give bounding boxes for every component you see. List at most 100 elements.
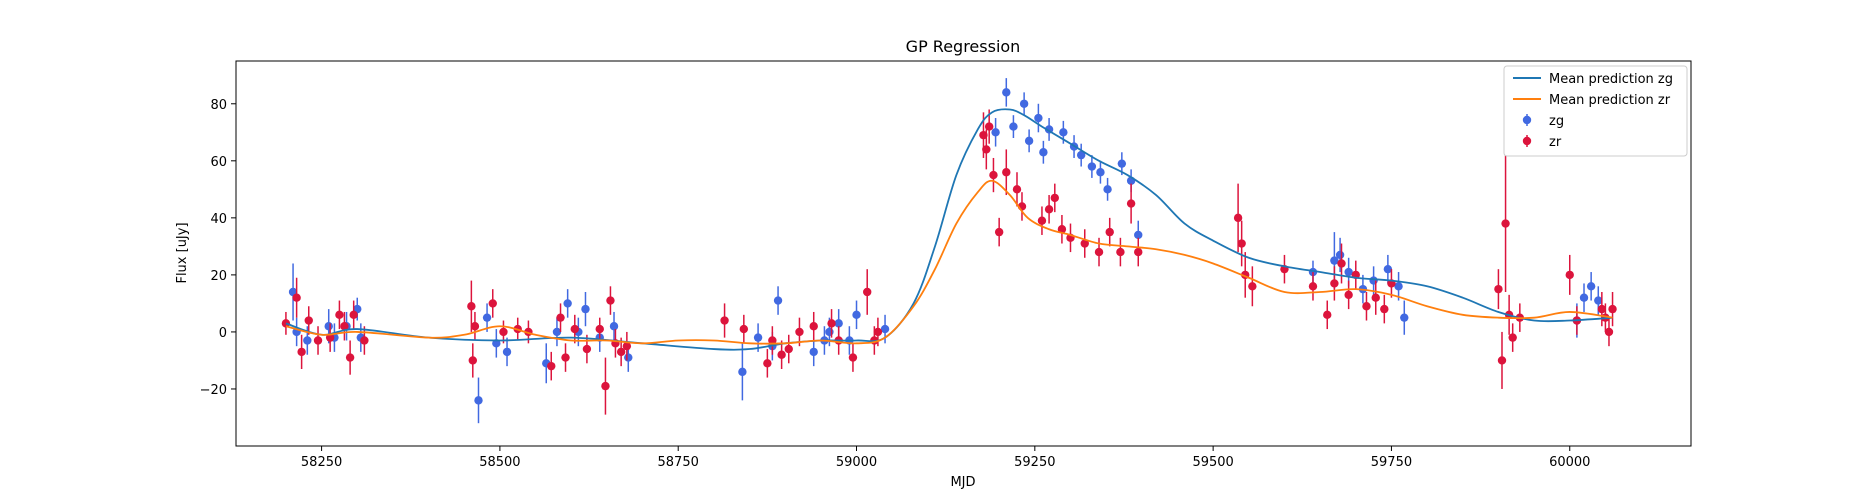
data-point-zg: [991, 128, 1000, 137]
data-point-zr: [1497, 356, 1507, 365]
data-point-zr: [467, 302, 476, 311]
data-point-zr: [1037, 216, 1047, 225]
data-point-zr: [1105, 227, 1114, 237]
data-point-zr: [1323, 310, 1332, 320]
data-point-zr: [1337, 259, 1346, 268]
data-point-zr: [606, 296, 615, 305]
data-point-zg: [834, 319, 843, 328]
data-point-zg: [474, 396, 483, 405]
data-point-zr: [979, 130, 988, 140]
line-mean-prediction-zg: [285, 108, 1613, 351]
data-point-zr: [777, 350, 786, 359]
data-point-zr: [1308, 282, 1318, 291]
data-point-zg: [1059, 128, 1068, 137]
data-point-zr: [1501, 219, 1510, 228]
legend-item-mean-prediction-zg: Mean prediction zg: [1513, 72, 1673, 87]
data-point-zr: [1116, 247, 1125, 257]
data-point-zg: [1019, 99, 1029, 108]
data-point-zg: [825, 327, 834, 337]
data-point-zr: [1044, 205, 1054, 214]
data-point-zr: [556, 313, 565, 322]
legend-item-zr: zr: [1522, 135, 1562, 150]
data-point-zr: [340, 322, 349, 331]
data-point-zr: [561, 353, 570, 362]
data-point-zr: [601, 381, 610, 391]
data-point-zr: [1371, 293, 1380, 302]
data-point-zg: [1024, 136, 1034, 146]
data-point-zr: [349, 310, 358, 320]
data-point-zg: [624, 353, 633, 362]
data-point-zr: [1050, 193, 1059, 203]
data-point-zg: [753, 333, 763, 342]
legend-label-mean-prediction-zg: Mean prediction zg: [1549, 72, 1673, 87]
data-point-zr: [989, 170, 998, 180]
data-point-zr: [1134, 247, 1143, 257]
data-point-zg: [502, 347, 512, 357]
data-point-zr: [470, 322, 480, 331]
data-point-zr: [1330, 279, 1339, 288]
legend-label-zr: zr: [1549, 135, 1562, 150]
data-point-zr: [1094, 247, 1104, 257]
data-point-zr: [297, 347, 306, 357]
data-point-zg: [1087, 162, 1097, 171]
data-point-zg: [1117, 159, 1127, 168]
data-point-zr: [360, 336, 369, 345]
y-tick-label: 80: [210, 98, 227, 113]
data-point-zg: [1335, 250, 1345, 260]
plot-area: [281, 78, 1617, 424]
line-mean-prediction-zr: [285, 179, 1613, 345]
data-point-zg: [1103, 185, 1112, 194]
data-point-zg: [1134, 230, 1143, 240]
data-point-zg: [563, 299, 572, 308]
legend-marker-zg: [1522, 115, 1532, 125]
data-point-zr: [984, 122, 994, 131]
data-point-zg: [1002, 88, 1011, 97]
y-tick-label: −20: [200, 383, 227, 398]
y-tick-label: 40: [210, 212, 227, 227]
data-point-zr: [1248, 282, 1257, 291]
x-tick-label: 59000: [836, 455, 877, 470]
data-point-zr: [982, 145, 991, 154]
legend-box: [1503, 65, 1688, 157]
data-point-zr: [863, 287, 872, 297]
data-point-zr: [281, 319, 291, 328]
x-axis: 58250 58500 58750 59000 59250 59500 59750 60000: [301, 446, 1590, 470]
data-point-zg: [1383, 264, 1393, 274]
legend: Mean prediction zg Mean prediction zr zg zr: [1503, 65, 1688, 157]
data-point-zr: [795, 327, 804, 337]
x-tick-label: 60000: [1549, 455, 1590, 470]
data-point-zr: [1565, 270, 1574, 280]
y-tick-label: 0: [219, 326, 227, 341]
legend-item-zg: zg: [1522, 114, 1564, 129]
data-point-zg: [609, 322, 619, 331]
data-point-zg: [1586, 282, 1596, 291]
data-point-zr: [570, 324, 579, 334]
data-point-zg: [482, 313, 492, 322]
data-point-zg: [1009, 122, 1018, 131]
data-point-zr: [1344, 290, 1353, 300]
data-point-zr: [292, 293, 301, 302]
series-zg: [288, 78, 1603, 424]
chart-title: GP Regression: [906, 37, 1021, 56]
data-point-zr: [784, 344, 793, 354]
data-point-zr: [313, 336, 323, 345]
x-tick-label: 59500: [1192, 455, 1233, 470]
data-point-zg: [1344, 267, 1353, 277]
data-point-zr: [488, 299, 497, 308]
data-point-zg: [303, 336, 312, 345]
data-point-zg: [809, 347, 818, 357]
y-axis-label: Flux [uJy]: [175, 222, 190, 283]
data-point-zg: [852, 310, 861, 320]
data-point-zr: [616, 347, 626, 357]
data-point-zg: [738, 367, 747, 377]
x-tick-label: 59750: [1371, 455, 1412, 470]
x-tick-label: 58250: [301, 455, 342, 470]
data-point-zr: [1604, 327, 1614, 337]
data-point-zg: [1096, 168, 1105, 177]
data-point-zr: [499, 327, 508, 337]
data-point-zg: [1394, 282, 1403, 291]
series-zr: [281, 109, 1617, 415]
data-point-zr: [848, 353, 858, 362]
